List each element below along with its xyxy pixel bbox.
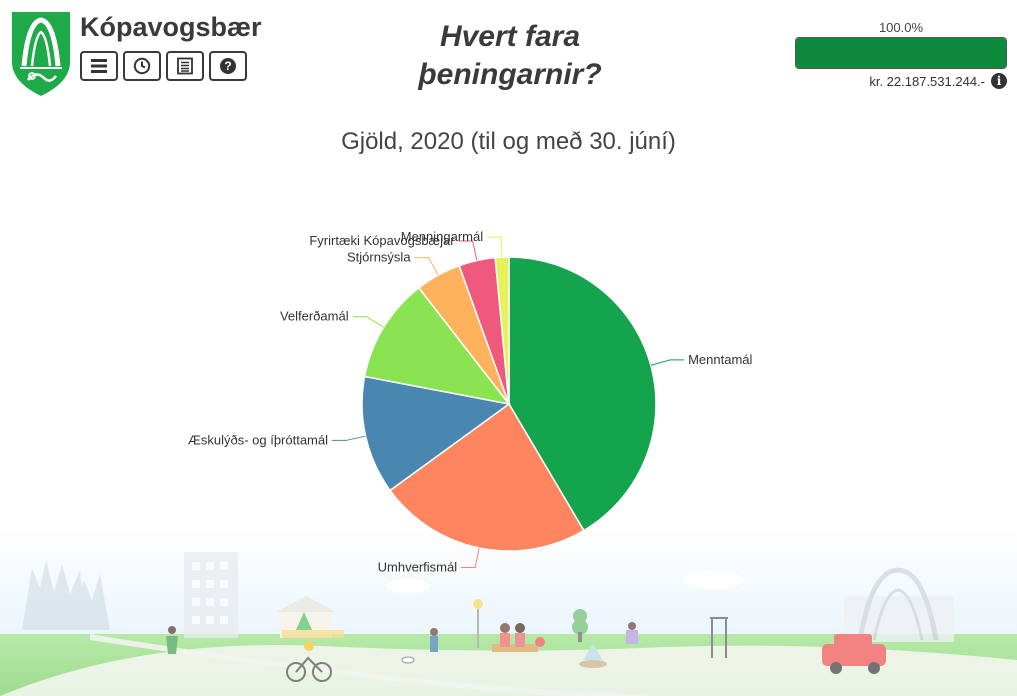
pie-label-3: Velferðamál: [280, 309, 349, 324]
pie-leader-line-3: [352, 316, 384, 328]
pie-leader-line-1: [461, 547, 480, 569]
budget-total-amount: kr. 22.187.531.244.-: [869, 73, 985, 89]
pie-label-6: Menningarmál: [401, 229, 483, 244]
pie-label-5: Fyrirtæki Kópavogsbæjar: [309, 233, 455, 248]
menu-icon: [91, 59, 107, 73]
brand-name: Kópavogsbær: [80, 12, 262, 42]
chart-title: Gjöld, 2020 (til og með 30. júní): [341, 128, 676, 155]
kopavogur-town-illustration: [0, 530, 1017, 696]
brand: Kópavogsbær ?: [10, 10, 270, 100]
headline: Hvert fara þeningarnir?: [380, 18, 640, 94]
menu-button[interactable]: [80, 51, 118, 81]
list-button[interactable]: [166, 51, 204, 81]
kopavogur-crest-logo[interactable]: [10, 10, 72, 98]
budget-total-row: kr. 22.187.531.244.- i: [795, 73, 1007, 89]
pie-slice-3[interactable]: [363, 286, 511, 406]
toolbar: ?: [80, 51, 247, 81]
list-icon: [177, 57, 193, 75]
svg-text:?: ?: [224, 59, 231, 73]
headline-line-2: þeningarnir?: [418, 58, 602, 91]
headline-line-1: Hvert fara: [439, 20, 581, 53]
pie-leader-line-5: [458, 240, 478, 261]
pie-slice-0[interactable]: [508, 256, 657, 532]
pie-label-4: Stjórnsýsla: [347, 250, 411, 265]
pie-slices: [361, 256, 657, 552]
pie-leader-line-2: [332, 435, 366, 441]
question-icon: ?: [220, 58, 236, 74]
pie-labels: Menntamál Umhverfismál Æskulýðs- og íþrótt…: [188, 229, 753, 574]
pie-slice-2[interactable]: [361, 375, 511, 492]
history-button[interactable]: [123, 51, 161, 81]
budget-progress-bar: [795, 37, 1007, 69]
budget-progress-fill: [796, 38, 1006, 68]
info-icon[interactable]: i: [991, 73, 1007, 89]
pie-label-0: Menntamál: [688, 352, 752, 367]
budget-progress: 100.0% kr. 22.187.531.244.- i: [795, 20, 1007, 89]
pie-leader-line-4: [414, 257, 439, 276]
help-button[interactable]: ?: [209, 51, 247, 81]
pie-label-1: Umhverfismál: [378, 560, 458, 575]
pie-leader-line-6: [487, 236, 503, 258]
budget-percent-label: 100.0%: [878, 20, 924, 35]
clock-icon: [133, 57, 151, 75]
pie-label-2: Æskulýðs- og íþróttamál: [188, 432, 328, 447]
pie-leader-line-0: [650, 359, 685, 366]
